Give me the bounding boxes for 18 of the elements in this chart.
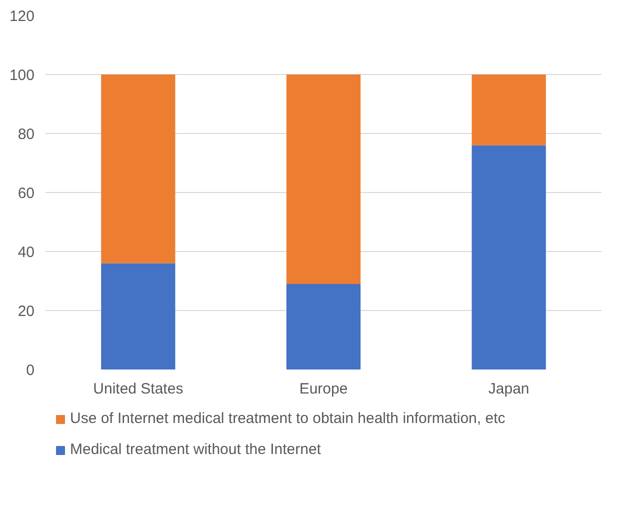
y-tick-label: 120 [9,8,35,25]
x-tick-label: Europe [299,380,348,398]
y-tick-label: 100 [9,67,35,84]
x-tick-label: Japan [488,380,530,398]
legend-label: Use of Internet medical treatment to obtain health information, etc [70,410,506,427]
bar [286,284,361,370]
bar [101,74,176,264]
y-tick-label: 60 [18,185,35,202]
bar [472,145,546,370]
bar [101,263,176,370]
legend-label: Medical treatment without the Internet [70,441,321,458]
y-tick-label: 0 [26,362,34,379]
y-tick-label: 80 [18,126,35,143]
x-tick-label: United States [93,380,184,398]
bar [286,74,361,284]
y-tick-label: 20 [18,303,35,320]
bar [472,74,546,146]
y-tick-label: 40 [18,244,35,261]
